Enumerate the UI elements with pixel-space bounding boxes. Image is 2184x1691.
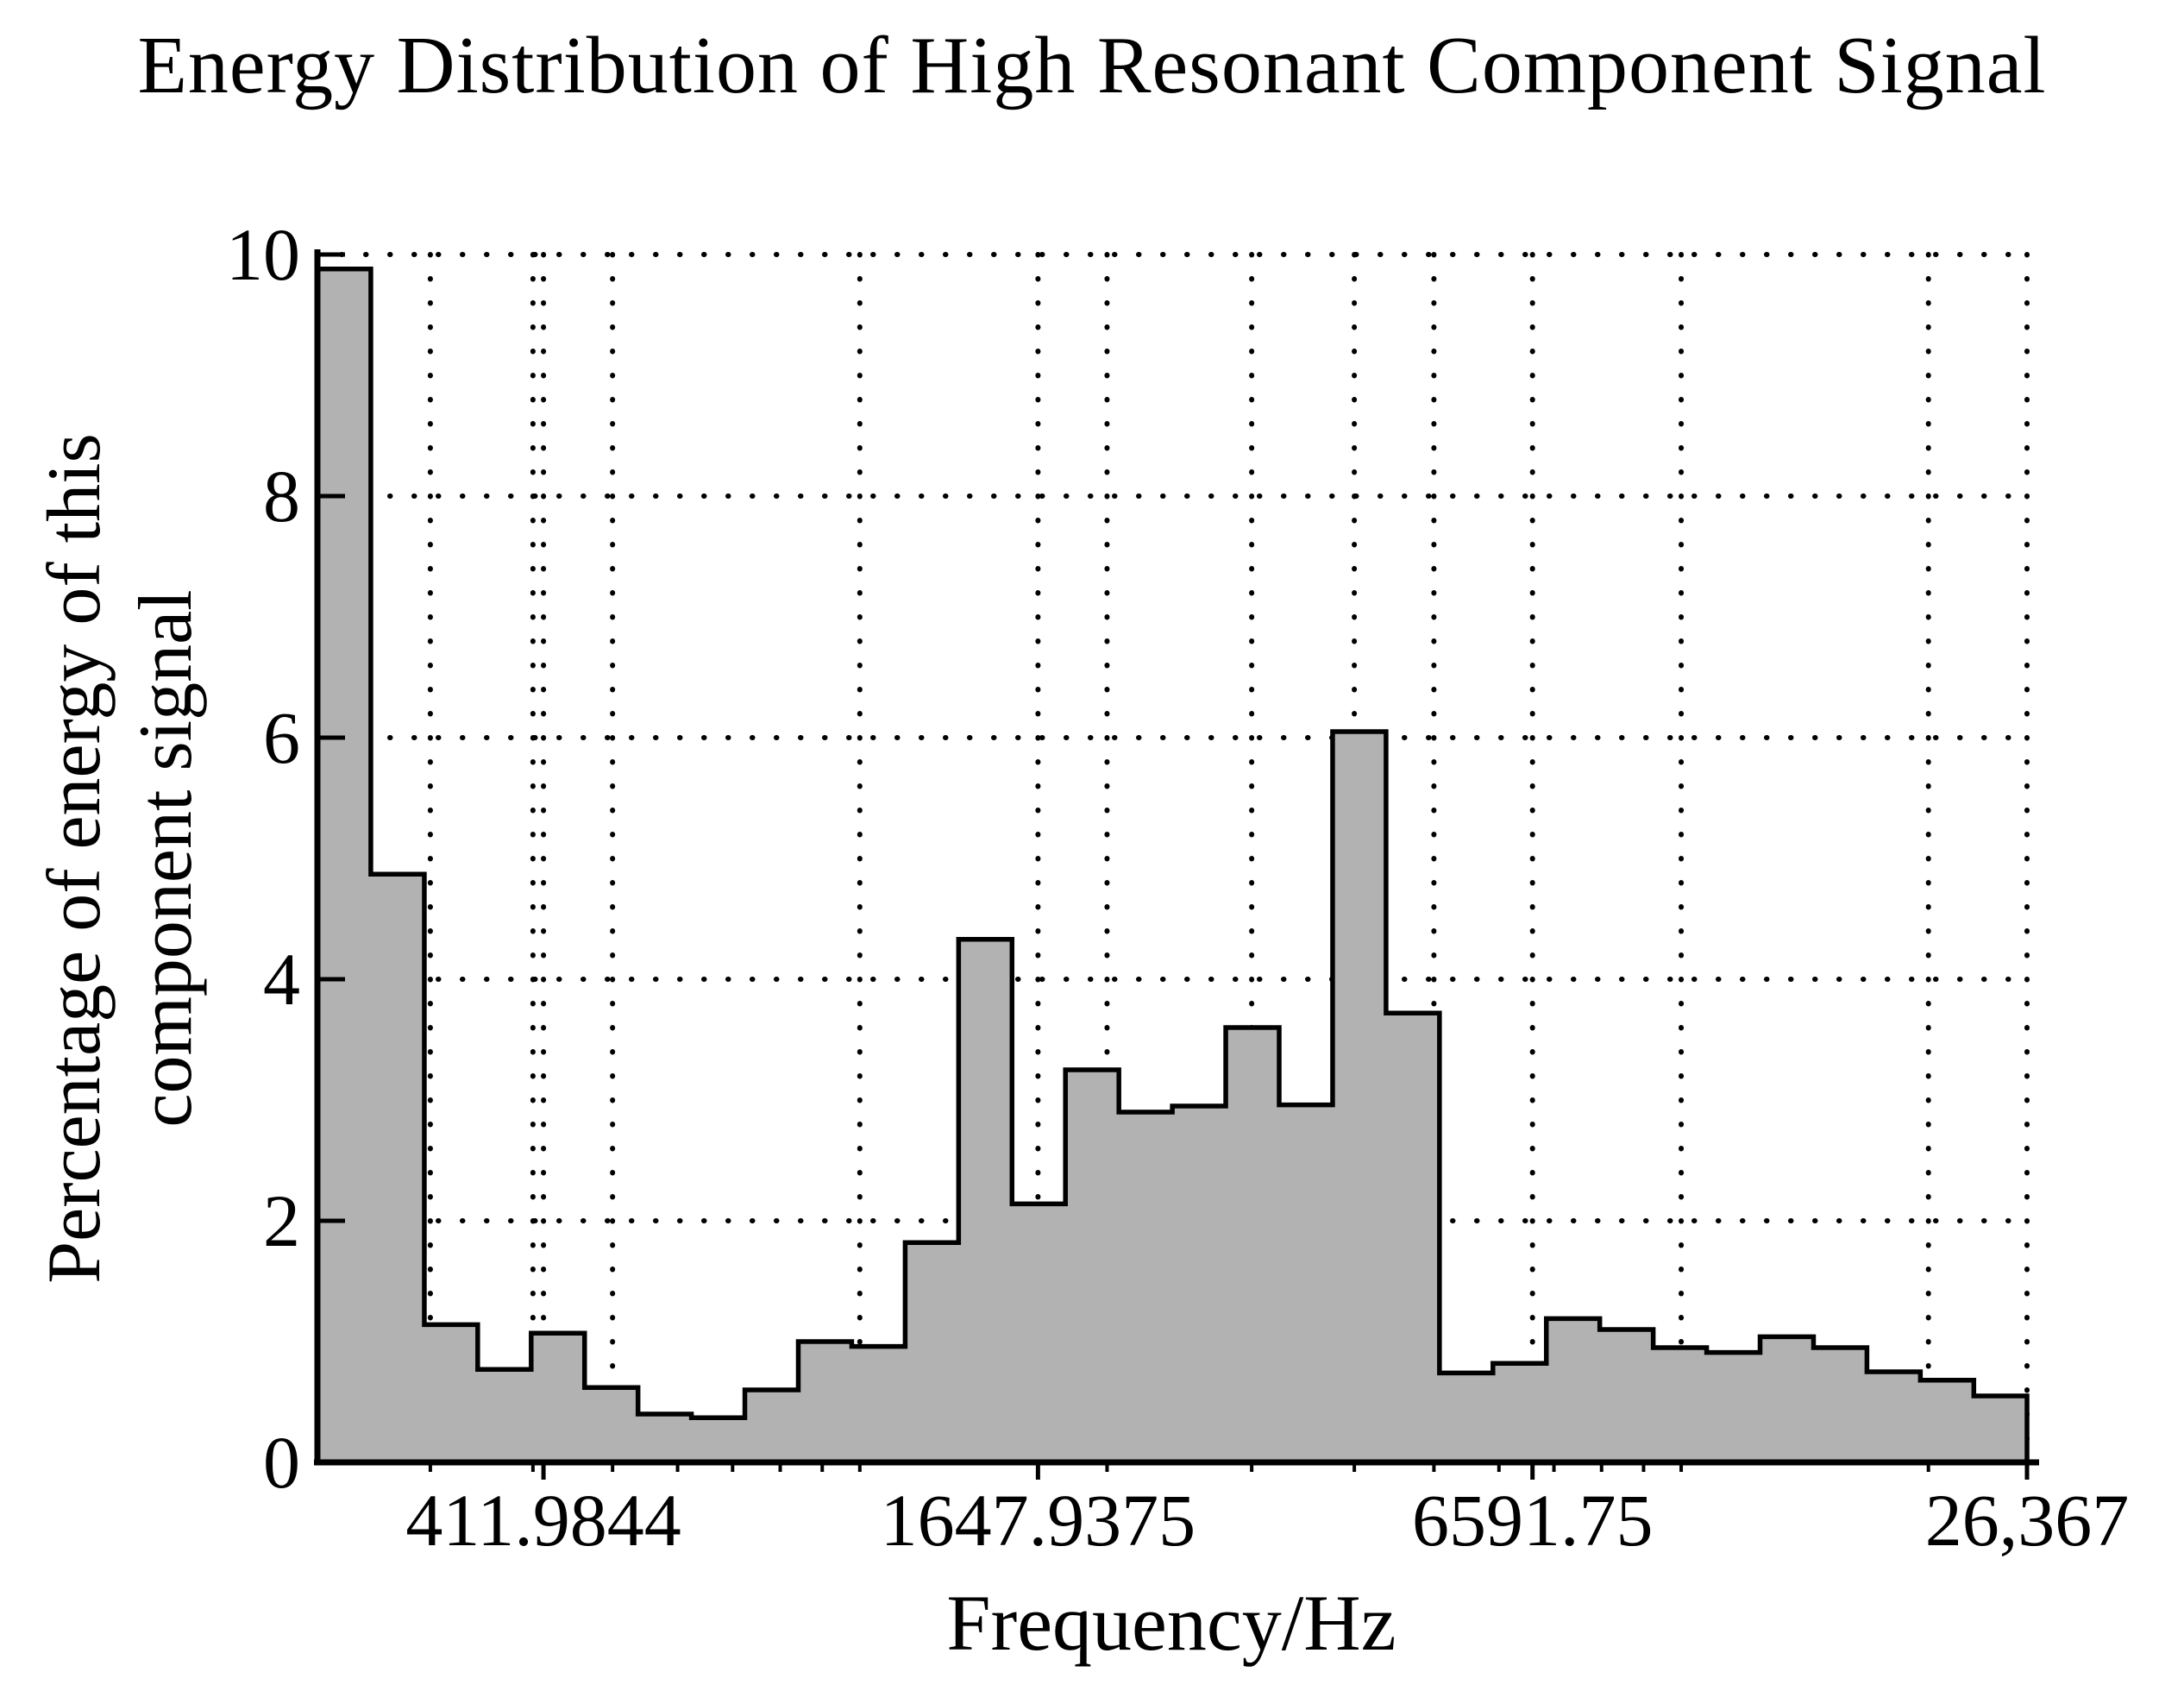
y-tick-label: 10: [226, 213, 300, 296]
y-axis-label-line1: Percentage of energy of this: [33, 433, 116, 1284]
x-axis-label: Frequency/Hz: [946, 1579, 1396, 1667]
x-tick-label: 26,367: [1924, 1479, 2130, 1562]
x-tick-label: 6591.75: [1411, 1479, 1654, 1562]
x-tick-label: 411.9844: [405, 1479, 681, 1562]
y-axis-label: Percentage of energy of this component s…: [29, 433, 212, 1284]
y-tick-label: 4: [263, 938, 300, 1021]
y-tick-label: 0: [263, 1421, 300, 1504]
energy-stairs-series: [315, 267, 2030, 1465]
y-tick-label: 6: [263, 696, 300, 779]
x-tick-label: 1647.9375: [880, 1479, 1196, 1562]
chart-title: Energy Distribution of High Resonant Com…: [137, 21, 2047, 110]
y-axis-label-line2: component signal: [124, 589, 208, 1128]
y-tick-label: 2: [263, 1179, 300, 1262]
y-tick-label: 8: [263, 455, 300, 537]
